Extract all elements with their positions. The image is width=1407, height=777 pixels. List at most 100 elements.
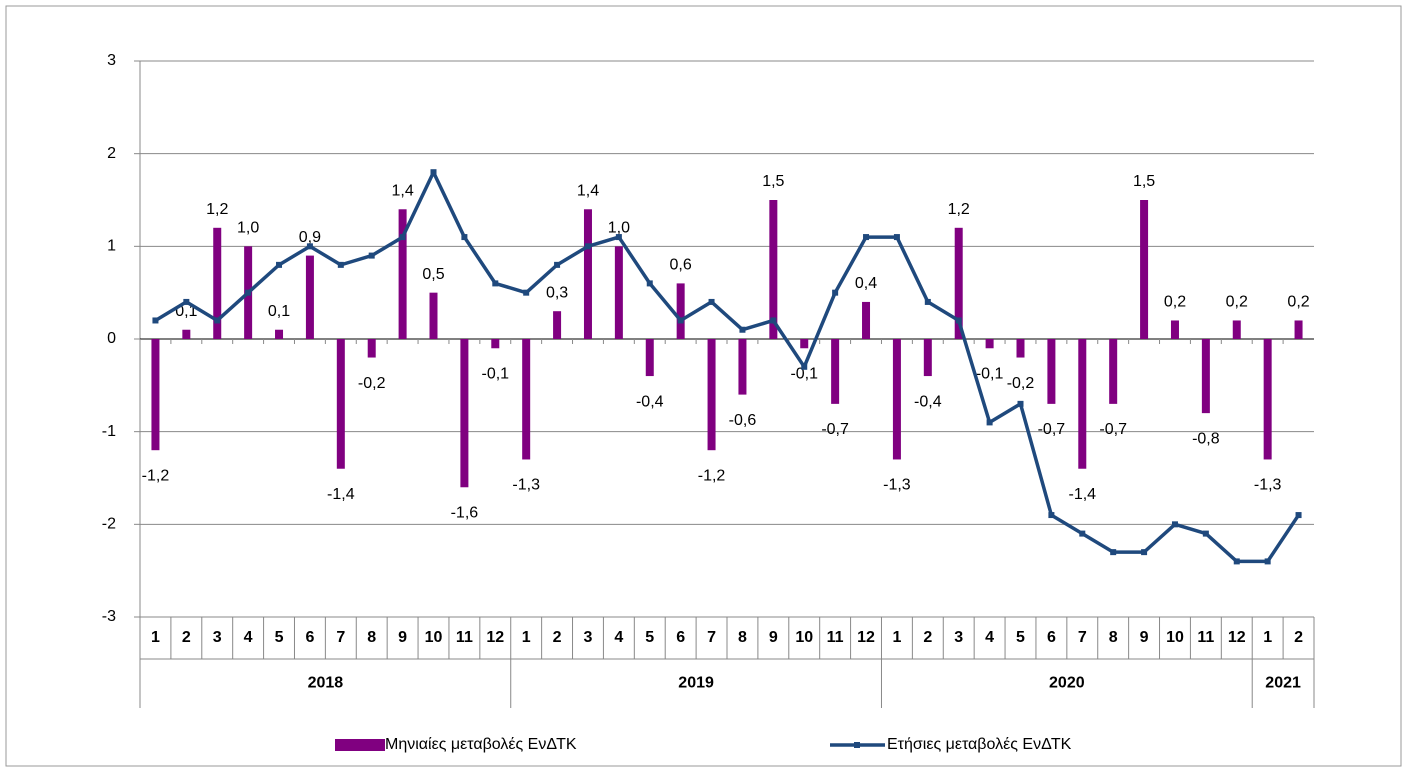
line-marker: [492, 280, 499, 287]
x-tick-label: 6: [1047, 629, 1056, 646]
y-tick-label: 3: [107, 52, 116, 69]
x-tick-label: 9: [1140, 629, 1149, 646]
bar: [831, 339, 840, 404]
line-marker: [523, 289, 530, 296]
line-marker: [430, 169, 437, 176]
x-tick-label: 9: [398, 629, 407, 646]
legend-swatch: [854, 742, 860, 748]
line-marker: [1110, 549, 1117, 556]
bar: [1047, 339, 1056, 404]
x-tick-label: 1: [522, 629, 531, 646]
group-label: 2021: [1265, 675, 1301, 692]
line-marker: [1202, 530, 1209, 537]
x-tick-label: 8: [738, 629, 747, 646]
y-tick-label: 1: [107, 238, 116, 255]
bar: [151, 339, 160, 451]
group-label: 2020: [1049, 675, 1085, 692]
line-marker: [554, 261, 561, 268]
data-label: -0,7: [1038, 421, 1066, 438]
data-label: 1,2: [206, 201, 228, 218]
line-marker: [1171, 521, 1178, 528]
bar: [275, 329, 284, 339]
y-tick-label: -1: [102, 423, 116, 440]
bar: [398, 209, 407, 339]
data-label: 1,4: [577, 182, 599, 199]
x-tick-label: 2: [182, 629, 191, 646]
x-tick-label: 4: [985, 629, 994, 646]
line-marker: [1295, 512, 1302, 519]
data-label: -1,3: [883, 477, 911, 494]
data-label: 0,2: [1226, 294, 1248, 311]
x-tick-label: 11: [456, 629, 473, 646]
y-tick-label: 2: [107, 145, 116, 162]
line-marker: [214, 317, 221, 324]
line-marker: [276, 261, 283, 268]
data-label: 0,5: [422, 266, 444, 283]
line-marker: [399, 234, 406, 241]
data-label: -0,6: [729, 412, 757, 429]
line-marker: [461, 234, 468, 241]
x-tick-label: 3: [213, 629, 222, 646]
y-tick-label: -2: [102, 516, 116, 533]
line-marker: [1079, 530, 1086, 537]
data-label: -0,7: [821, 421, 849, 438]
bar: [305, 255, 314, 339]
line-marker: [183, 298, 190, 305]
x-tick-label: 8: [367, 629, 376, 646]
line-marker: [986, 419, 993, 426]
x-tick-label: 5: [275, 629, 284, 646]
x-tick-label: 6: [676, 629, 685, 646]
bar: [769, 200, 778, 339]
data-label: 1,4: [391, 182, 413, 199]
data-label: 0,9: [299, 229, 321, 246]
line: [154, 170, 1301, 564]
bar: [707, 339, 716, 451]
bar: [892, 339, 901, 460]
x-tick-label: 3: [584, 629, 593, 646]
x-tick-label: 2: [1294, 629, 1303, 646]
data-label: -0,2: [1007, 375, 1035, 392]
bar: [460, 339, 469, 488]
bar: [1016, 339, 1025, 358]
x-tick-label: 11: [1197, 629, 1214, 646]
line-marker: [955, 317, 962, 324]
data-label: 0,3: [546, 284, 568, 301]
line-marker: [368, 252, 375, 259]
line-marker: [615, 234, 622, 241]
line-marker: [245, 289, 252, 296]
bar: [985, 339, 994, 349]
data-label: 1,0: [608, 220, 630, 237]
x-tick-label: 5: [1016, 629, 1025, 646]
x-tick-label: 12: [857, 629, 875, 646]
x-tick-label: 12: [486, 629, 504, 646]
bar: [1078, 339, 1087, 469]
data-label: 1,0: [237, 220, 259, 237]
data-label: -0,7: [1099, 421, 1127, 438]
x-tick-label: 11: [827, 629, 844, 646]
x-tick-label: 9: [769, 629, 778, 646]
line-marker: [770, 317, 777, 324]
bar: [1109, 339, 1118, 404]
chart-frame: [5, 5, 1402, 767]
line-marker: [337, 261, 344, 268]
data-label: -1,2: [142, 467, 170, 484]
x-tick-label: 10: [1166, 629, 1184, 646]
x-tick-label: 7: [336, 629, 345, 646]
data-label: 0,6: [670, 257, 692, 274]
bar: [676, 283, 685, 339]
bar: [1294, 320, 1303, 339]
bar: [862, 301, 871, 339]
bar: [1201, 339, 1210, 414]
line-marker: [1141, 549, 1148, 556]
data-label: 1,5: [1133, 173, 1155, 190]
line-marker: [1233, 558, 1240, 565]
y-tick-label: -3: [102, 608, 116, 625]
line-marker: [646, 280, 653, 287]
y-tick-label: 0: [107, 330, 116, 347]
bar: [583, 209, 592, 339]
bar: [336, 339, 345, 469]
x-tick-label: 1: [151, 629, 160, 646]
x-tick-label: 10: [425, 629, 443, 646]
x-tick-label: 12: [1228, 629, 1246, 646]
